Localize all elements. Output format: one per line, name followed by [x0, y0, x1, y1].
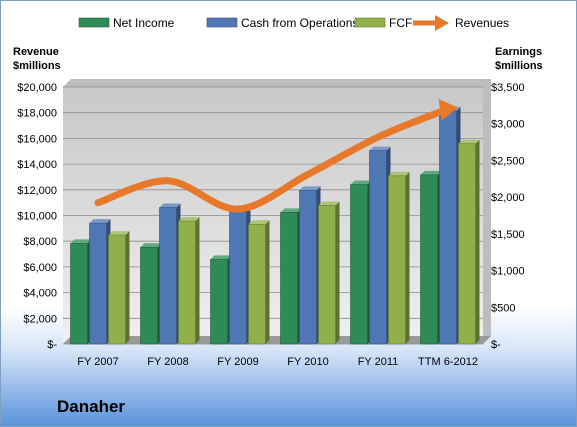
left-tick-label: $2,000: [23, 313, 57, 325]
company-name: Danaher: [57, 397, 126, 416]
right-axis-title-unit: $millions: [495, 60, 543, 72]
right-tick-label: $3,500: [491, 82, 525, 94]
bar: [89, 219, 111, 345]
bar: [458, 139, 480, 345]
category-label: TTM 6-2012: [418, 356, 478, 368]
left-tick-label: $20,000: [17, 82, 57, 94]
category-label: FY 2010: [287, 356, 328, 368]
left-tick-label: $10,000: [17, 211, 57, 223]
legend-label: Cash from Operations: [241, 16, 358, 30]
bar: [210, 255, 232, 345]
category-label: FY 2009: [217, 356, 258, 368]
left-tick-label: $12,000: [17, 185, 57, 197]
right-tick-label: $2,000: [491, 192, 525, 204]
category-label: FY 2007: [77, 356, 118, 368]
legend-item: Net Income: [78, 16, 175, 30]
right-tick-label: $-: [491, 339, 501, 351]
bar: [229, 207, 251, 345]
bar: [280, 208, 302, 345]
bar: [70, 239, 92, 345]
right-axis-title: Earnings: [495, 46, 542, 58]
bar: [420, 170, 442, 345]
left-tick-label: $4,000: [23, 288, 57, 300]
category-label: FY 2008: [147, 356, 188, 368]
right-tick-label: $500: [491, 302, 515, 314]
legend-label: Net Income: [113, 16, 175, 30]
right-tick-label: $3,000: [491, 119, 525, 131]
bar: [350, 180, 372, 345]
legend-swatch: [78, 17, 110, 28]
left-tick-label: $8,000: [23, 236, 57, 248]
right-tick-label: $2,500: [491, 155, 525, 167]
legend-label: Revenues: [455, 16, 509, 30]
legend-arrow-icon: [435, 15, 449, 31]
bar: [178, 217, 200, 345]
left-tick-label: $18,000: [17, 108, 57, 120]
bar: [439, 106, 461, 345]
legend-item: Revenues: [413, 15, 509, 31]
left-axis-title-unit: $millions: [13, 60, 61, 72]
category-label: FY 2011: [358, 356, 399, 368]
revenue-arrowhead: [438, 99, 458, 121]
legend-label: FCF: [389, 16, 412, 30]
bar: [108, 231, 130, 345]
legend-swatch: [206, 17, 238, 28]
bar: [369, 146, 391, 345]
left-tick-label: $16,000: [17, 133, 57, 145]
legend-item: Cash from Operations: [206, 16, 358, 30]
legend-item: FCF: [354, 16, 412, 30]
right-tick-label: $1,500: [491, 229, 525, 241]
left-tick-label: $-: [47, 339, 57, 351]
bar: [140, 243, 162, 345]
bar: [388, 171, 410, 345]
left-tick-label: $6,000: [23, 262, 57, 274]
left-axis-title: Revenue: [13, 46, 59, 58]
bar: [299, 186, 321, 345]
legend-swatch: [354, 17, 386, 28]
right-tick-label: $1,000: [491, 266, 525, 278]
bar: [318, 201, 340, 345]
bar: [159, 203, 181, 345]
bar: [248, 220, 270, 345]
revenue-line: [94, 105, 452, 213]
left-tick-label: $14,000: [17, 159, 57, 171]
